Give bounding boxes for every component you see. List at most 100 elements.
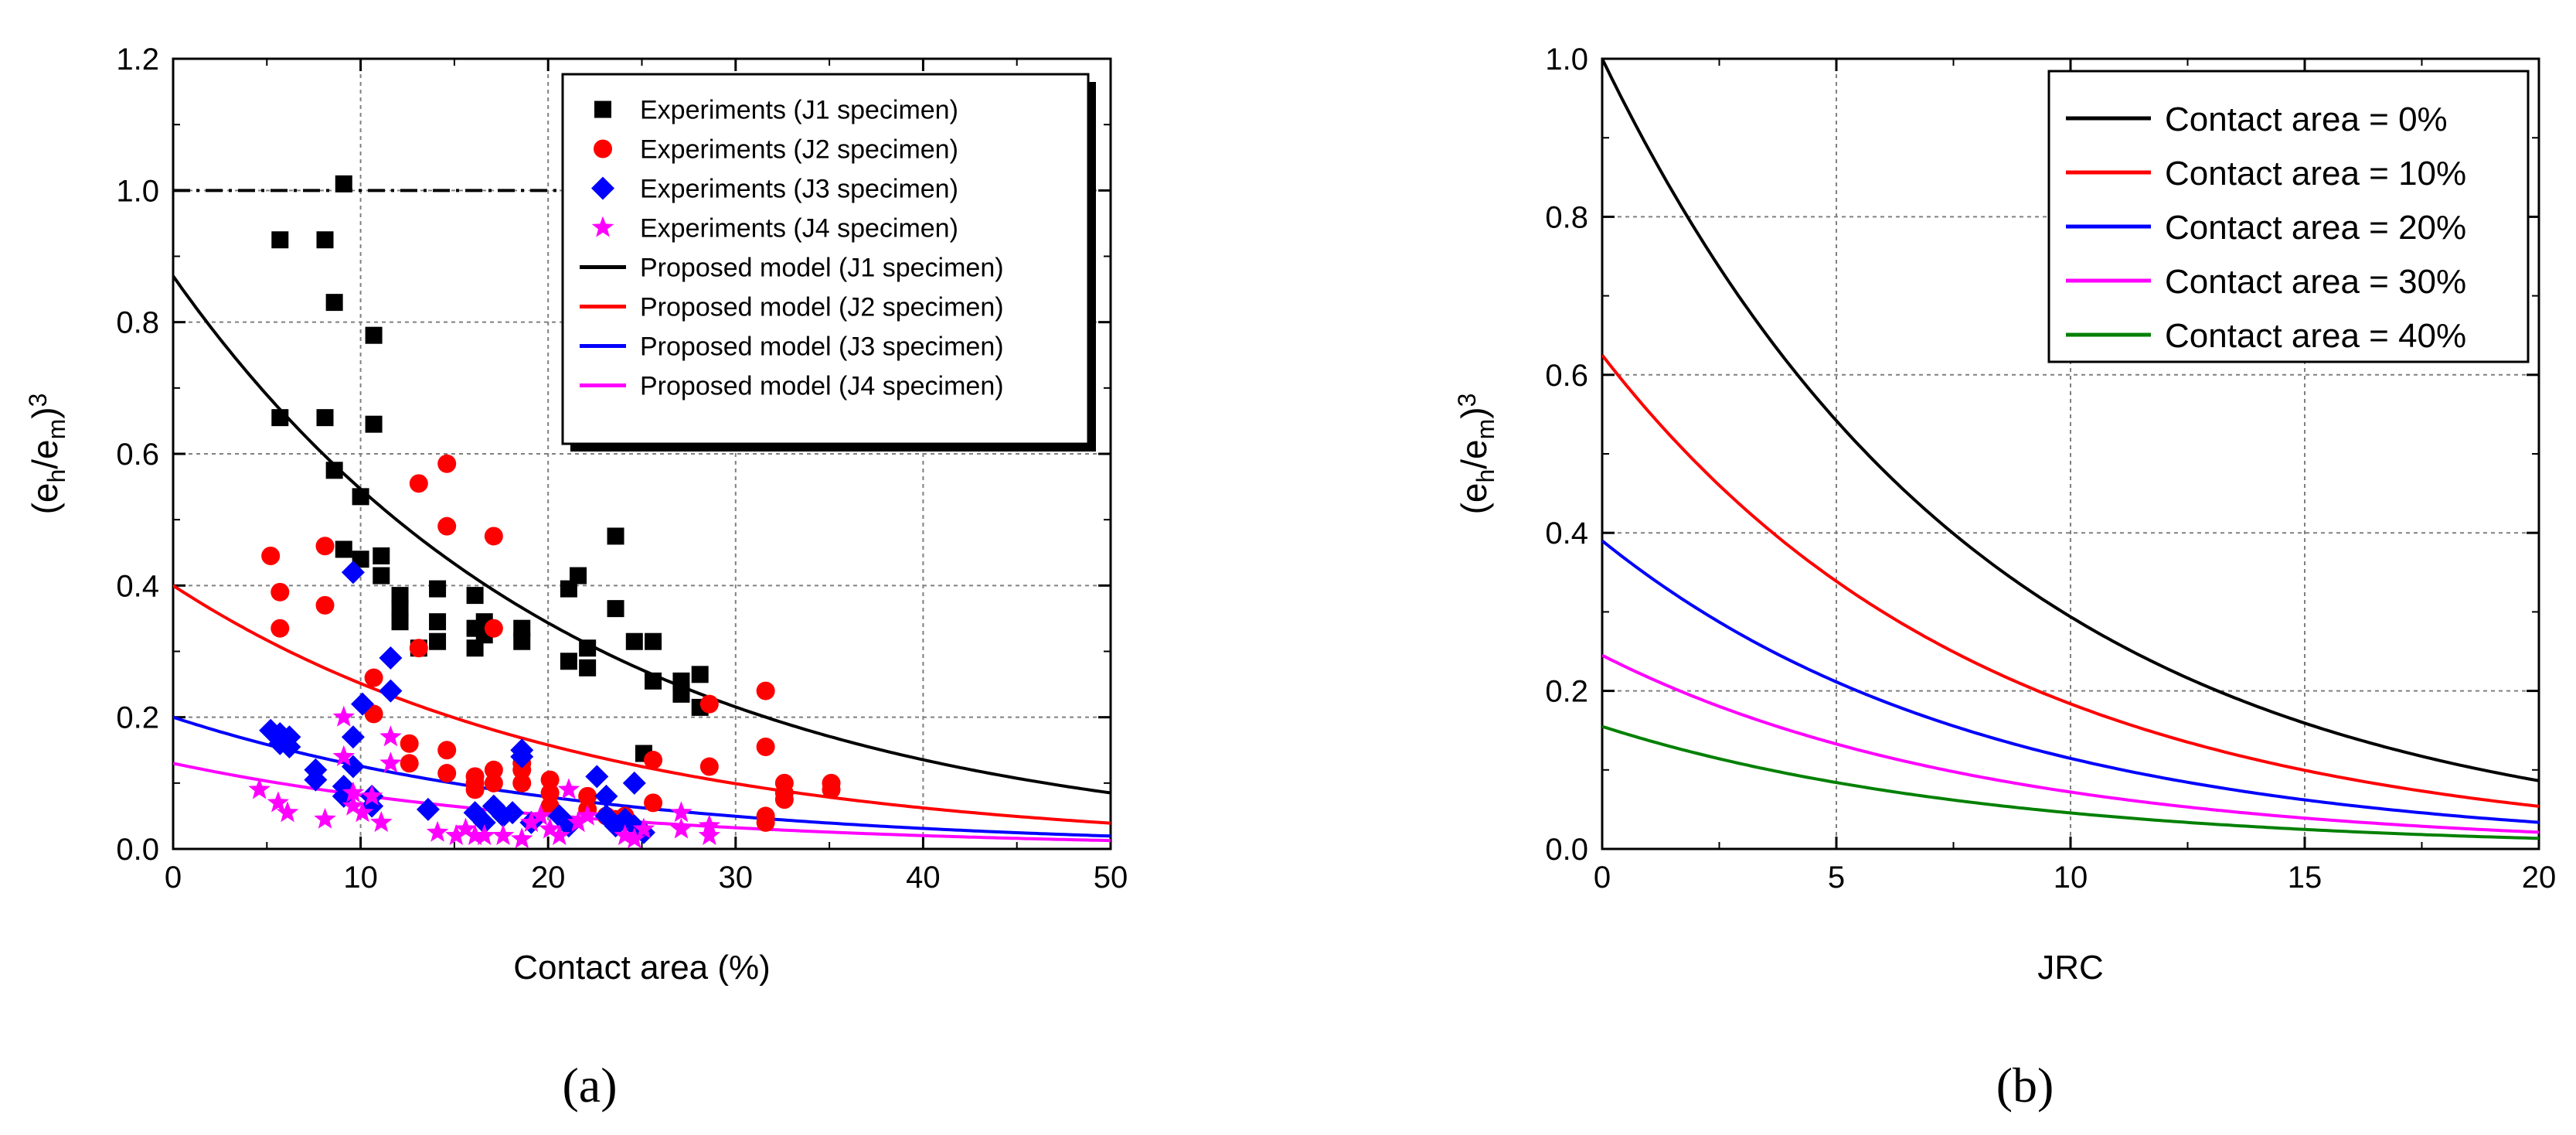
data-point-star	[379, 752, 402, 773]
data-point-square	[429, 613, 447, 631]
data-point-circle	[437, 764, 457, 783]
plot-content	[1602, 59, 2539, 840]
series-line-5	[173, 584, 1111, 825]
data-point-square	[513, 632, 531, 650]
legend-label: Proposed model (J4 specimen)	[640, 372, 1004, 401]
data-point-circle	[364, 704, 383, 724]
data-point-circle	[315, 537, 335, 556]
y-tick-label: 1.2	[116, 43, 159, 77]
data-point-circle	[400, 734, 419, 753]
data-point-star	[314, 807, 336, 829]
data-point-star	[454, 817, 477, 839]
y-tick-label: 1.0	[116, 174, 159, 208]
data-point-square	[570, 567, 587, 585]
data-point-square	[513, 619, 531, 637]
data-point-square	[391, 587, 409, 605]
data-point-square	[579, 659, 597, 677]
data-point-square	[316, 231, 334, 249]
data-point-square	[625, 632, 643, 650]
data-point-star	[623, 827, 646, 849]
y-axis-title-base: (e	[1454, 483, 1494, 515]
data-point-diamond	[341, 561, 365, 585]
data-point-star	[670, 817, 692, 839]
x-tick-label: 40	[906, 861, 941, 895]
chart-panel-b: 0 5 10 15 20 0.0 0.2 0.4 0.6 0.8 1.0 JRC (eh/em)3 Con…	[1453, 43, 2557, 1113]
data-point-diamond	[585, 765, 609, 789]
y-tick-label: 0.2	[1545, 675, 1588, 709]
data-point-square	[672, 672, 690, 690]
data-point-square	[607, 527, 624, 545]
data-point-star	[698, 824, 721, 846]
data-point-circle	[315, 595, 335, 615]
x-tick-label: 10	[343, 861, 378, 895]
data-point-square	[325, 462, 343, 479]
data-point-star	[360, 784, 383, 806]
data-point-circle	[364, 668, 383, 687]
series-line-2	[1602, 539, 2539, 824]
legend-label: Experiments (J1 specimen)	[640, 96, 958, 125]
data-point-star	[342, 781, 365, 803]
data-point-square	[352, 488, 369, 506]
y-axis-title-mid: /e	[1454, 439, 1494, 469]
data-point-circle	[540, 783, 560, 803]
data-point-diamond	[304, 768, 328, 792]
legend-label: Contact area = 40%	[2165, 317, 2466, 355]
legend-marker-circle	[594, 139, 612, 158]
x-tick-label: 30	[719, 861, 754, 895]
data-point-circle	[512, 773, 532, 792]
data-point-square	[271, 231, 289, 249]
y-tick-label: 0.2	[116, 701, 159, 735]
data-point-diamond	[341, 725, 365, 749]
legend-label: Proposed model (J2 specimen)	[640, 293, 1004, 322]
data-point-star	[520, 810, 543, 833]
series-line-3	[1602, 653, 2539, 834]
data-point-star	[632, 817, 655, 839]
data-point-star	[492, 824, 515, 846]
x-tick-label: 20	[531, 861, 566, 895]
data-point-star	[548, 824, 570, 846]
data-point-circle	[484, 527, 503, 546]
data-point-diamond	[332, 784, 356, 808]
data-point-circle	[484, 619, 503, 638]
data-point-circle	[699, 757, 719, 776]
data-point-square	[645, 672, 662, 690]
legend-label: Contact area = 10%	[2165, 155, 2466, 193]
data-point-diamond	[379, 646, 403, 670]
data-point-star	[332, 705, 355, 727]
data-point-star	[576, 804, 599, 826]
data-point-star	[379, 725, 402, 747]
data-point-square	[429, 580, 447, 598]
data-point-diamond	[510, 738, 534, 762]
data-point-square	[391, 613, 409, 631]
series-line-4	[173, 274, 1111, 795]
y-tick-label: 0.4	[1545, 516, 1588, 550]
panel-caption: (a)	[562, 1058, 617, 1113]
data-point-square	[373, 567, 390, 585]
x-tick-label: 15	[2288, 861, 2322, 895]
data-point-circle	[409, 474, 428, 493]
data-point-star	[464, 824, 486, 846]
data-point-circle	[822, 780, 841, 799]
data-point-square	[607, 600, 624, 618]
data-point-square	[560, 653, 577, 670]
data-point-circle	[261, 547, 281, 566]
data-point-star	[614, 824, 636, 846]
legend-label: Experiments (J3 specimen)	[640, 175, 958, 204]
data-point-circle	[756, 813, 775, 832]
x-axis-title: JRC	[2037, 949, 2104, 987]
data-point-square	[466, 639, 484, 657]
data-point-star	[332, 745, 355, 766]
x-tick-label: 0	[1594, 861, 1611, 895]
plot-content	[173, 175, 1111, 849]
data-point-square	[429, 632, 447, 650]
legend-label: Contact area = 0%	[2165, 101, 2448, 138]
data-point-diamond	[416, 797, 440, 821]
legend: Experiments (J1 specimen) Experiments (J2…	[561, 73, 1096, 452]
data-point-diamond	[351, 692, 375, 716]
data-point-star	[567, 810, 590, 833]
data-point-star	[529, 804, 552, 826]
data-point-diamond	[379, 679, 403, 703]
data-point-circle	[512, 760, 532, 779]
data-point-star	[267, 791, 290, 813]
y-axis-title: (eh/em)3	[24, 394, 70, 515]
